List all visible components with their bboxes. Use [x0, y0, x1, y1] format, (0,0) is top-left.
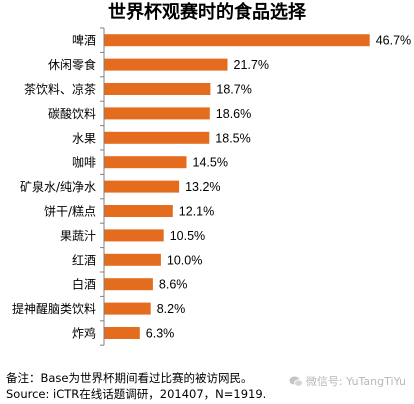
bar-1 [104, 58, 228, 71]
bar-8 [104, 229, 164, 242]
value-label-8: 10.5% [170, 229, 205, 243]
value-label-7: 12.1% [179, 205, 214, 219]
bar-10 [104, 278, 153, 291]
value-label-9: 10.0% [167, 253, 202, 267]
category-label-8: 果蔬汁 [60, 229, 96, 243]
value-label-3: 18.6% [216, 107, 251, 121]
category-label-10: 白酒 [72, 277, 96, 292]
category-label-5: 咖啡 [72, 155, 96, 170]
category-label-12: 炸鸡 [72, 326, 96, 341]
chart-title: 世界杯观赛时的食品选择 [108, 2, 306, 23]
watermark: 微信号: YuTangTiYu [289, 373, 406, 389]
value-label-12: 6.3% [146, 327, 175, 341]
footnote-note: 备注：Base为世界杯期间看过比赛的被访网民。 [6, 371, 253, 385]
category-label-7: 饼干/糕点 [44, 205, 96, 219]
category-label-9: 红酒 [72, 252, 96, 267]
bar-9 [104, 253, 161, 266]
bar-11 [104, 302, 151, 315]
bar-6 [104, 180, 180, 193]
bar-2 [104, 83, 211, 95]
value-label-5: 14.5% [193, 156, 228, 170]
bar-5 [104, 156, 187, 169]
value-label-10: 8.6% [159, 278, 188, 292]
value-label-4: 18.5% [215, 131, 250, 145]
wechat-icon [289, 376, 303, 387]
bar-3 [104, 107, 210, 120]
category-label-6: 矿泉水/纯净水 [20, 180, 96, 194]
bar-7 [104, 205, 173, 217]
watermark-text: 微信号: YuTangTiYu [305, 375, 406, 388]
category-label-3: 碳酸饮料 [48, 106, 96, 121]
category-label-1: 休闲零食 [48, 57, 96, 72]
category-label-11: 提神醒脑类饮料 [12, 301, 96, 316]
value-label-0: 46.7% [376, 34, 411, 48]
bar-0 [104, 34, 370, 47]
category-label-2: 茶饮料、凉茶 [24, 82, 96, 97]
value-label-2: 18.7% [216, 83, 251, 97]
bar-12 [104, 327, 140, 339]
value-label-1: 21.7% [234, 58, 269, 72]
category-label-0: 啤酒 [72, 33, 96, 48]
bar-4 [104, 131, 210, 144]
footnote-source: Source: iCTR在线话题调研，201407，N=1919. [6, 387, 267, 401]
category-label-4: 水果 [72, 131, 96, 145]
value-label-11: 8.2% [157, 302, 186, 316]
value-label-6: 13.2% [185, 180, 220, 194]
